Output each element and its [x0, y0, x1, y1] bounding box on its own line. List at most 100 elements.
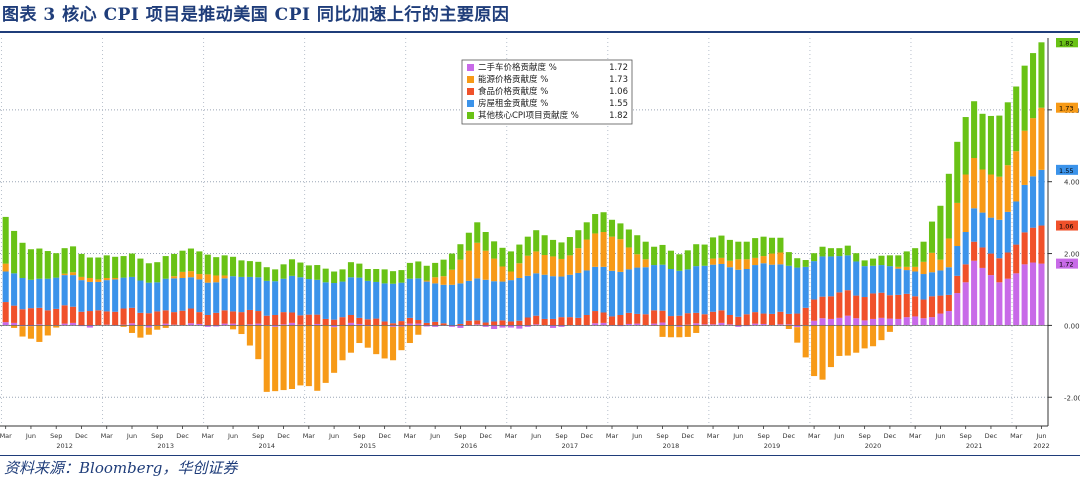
last-value-label: 1.55 [1059, 167, 1073, 175]
bar-used_cars [558, 325, 565, 327]
bar-food [903, 293, 910, 318]
bar-food [120, 308, 127, 325]
bar-food [693, 312, 700, 324]
bar-energy [331, 327, 338, 373]
bar-other_core [710, 237, 717, 259]
bar-food [760, 313, 767, 324]
bar-other_core [701, 244, 708, 266]
x-tick-label: Mar [606, 432, 619, 440]
bar-shelter [811, 261, 818, 300]
bar-energy [617, 239, 624, 272]
bar-other_core [154, 262, 161, 283]
bar-used_cars [516, 325, 523, 329]
bar-energy [432, 277, 439, 284]
bar-used_cars [347, 322, 354, 326]
bar-energy [314, 325, 321, 391]
bar-other_core [390, 271, 397, 284]
bar-energy [263, 325, 270, 392]
bar-other_core [954, 141, 961, 203]
bar-food [575, 317, 582, 326]
x-tick-label: Jun [227, 432, 238, 440]
bar-used_cars [255, 323, 262, 326]
bar-other_core [482, 232, 489, 251]
bar-other_core [196, 251, 203, 275]
bar-energy [2, 263, 9, 272]
legend-swatch [467, 88, 474, 95]
bar-shelter [625, 269, 632, 313]
bar-shelter [608, 270, 616, 317]
bar-shelter [415, 278, 422, 321]
bar-energy [659, 325, 666, 337]
bar-shelter [272, 281, 279, 315]
bar-energy [78, 276, 85, 281]
x-tick-label: Sep [555, 432, 567, 440]
x-year-label: 2012 [56, 442, 73, 450]
bar-other_core [895, 255, 902, 267]
bar-food [61, 305, 68, 324]
bar-other_core [1021, 65, 1028, 131]
bar-shelter [255, 277, 262, 312]
bar-shelter [802, 266, 809, 308]
bar-other_core [836, 248, 843, 257]
bar-used_cars [1030, 262, 1037, 326]
bar-energy [718, 257, 725, 264]
x-tick-label: Mar [0, 432, 12, 440]
bar-used_cars [954, 293, 961, 326]
bar-other_core [373, 269, 380, 282]
bar-shelter [971, 208, 978, 242]
legend-value: 1.55 [609, 99, 628, 109]
bar-used_cars [36, 324, 43, 326]
bar-energy [70, 272, 77, 276]
bar-used_cars [423, 325, 430, 327]
bar-shelter [592, 266, 599, 312]
bar-other_core [415, 261, 422, 279]
bar-other_core [718, 235, 725, 258]
bar-food [406, 317, 413, 324]
bar-shelter [162, 278, 169, 311]
bar-used_cars [962, 282, 969, 326]
bar-other_core [78, 253, 85, 277]
bar-shelter [120, 277, 127, 309]
bar-used_cars [432, 325, 439, 327]
bar-energy [482, 250, 489, 280]
bar-shelter [903, 270, 910, 294]
bar-shelter [861, 266, 868, 298]
x-tick-label: Sep [960, 432, 972, 440]
bar-other_core [659, 244, 666, 265]
bar-food [423, 322, 430, 326]
bar-used_cars [676, 325, 683, 327]
x-year-label: 2014 [258, 442, 275, 450]
bar-food [390, 323, 397, 326]
bar-food [768, 313, 776, 326]
bar-used_cars [853, 318, 860, 326]
bar-food [550, 318, 557, 326]
bar-food [86, 311, 93, 326]
bar-used_cars [524, 325, 531, 327]
bar-used_cars [145, 325, 152, 328]
bar-used_cars [785, 324, 792, 326]
bar-food [1021, 232, 1028, 265]
legend-label: 能源价格贡献度 % [478, 74, 548, 85]
bar-other_core [1013, 86, 1020, 152]
bar-energy [322, 325, 329, 383]
bar-shelter [651, 265, 658, 311]
bar-other_core [583, 222, 590, 240]
bar-other_core [853, 253, 860, 262]
bar-other_core [314, 265, 321, 280]
bar-shelter [86, 281, 93, 312]
bar-energy [693, 325, 700, 333]
bar-food [659, 310, 666, 323]
legend-label: 二手车价格贡献度 % [478, 62, 557, 73]
bar-food [651, 310, 658, 324]
bar-shelter [196, 279, 203, 313]
bar-energy [996, 176, 1003, 220]
x-tick-label: Sep [454, 432, 466, 440]
bar-food [617, 314, 624, 326]
bar-energy [27, 326, 34, 339]
bar-other_core [238, 260, 245, 277]
legend-value: 1.73 [609, 75, 628, 85]
bar-shelter [288, 275, 296, 313]
bar-food [802, 307, 809, 326]
bar-used_cars [1004, 278, 1011, 326]
bar-food [718, 310, 725, 323]
